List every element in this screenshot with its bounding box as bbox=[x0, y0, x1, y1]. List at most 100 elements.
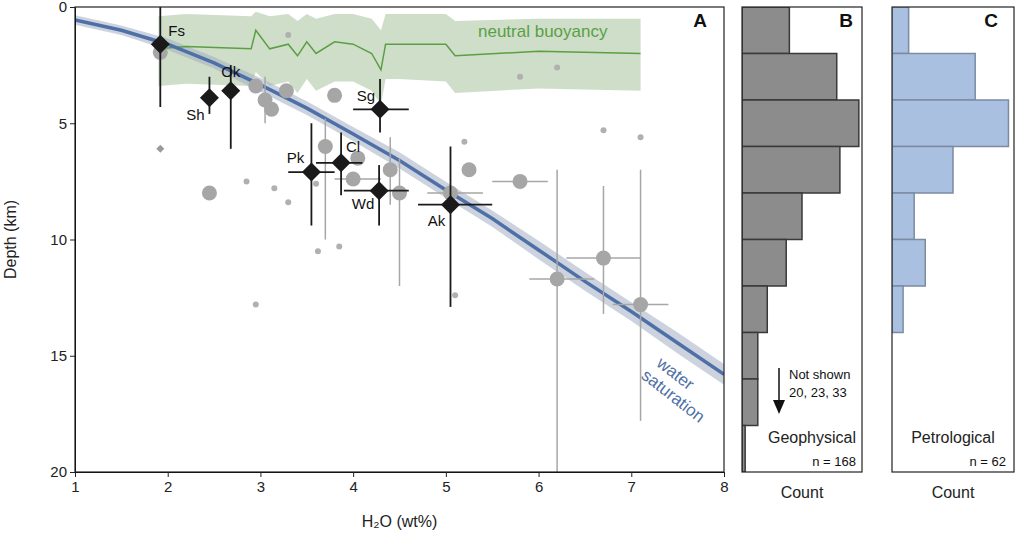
arrow-head bbox=[773, 400, 785, 414]
x-tick: 1 bbox=[71, 472, 79, 495]
point-labels: FsShOkSgPkClWdAk bbox=[168, 22, 445, 228]
y-tick-label: 5 bbox=[59, 115, 67, 132]
plot-area bbox=[75, 7, 724, 472]
point bbox=[462, 162, 477, 177]
line bbox=[75, 20, 724, 374]
annotation: Not shown bbox=[789, 367, 850, 382]
y-axis: 0 5 10 15 20 bbox=[50, 0, 75, 480]
point bbox=[550, 272, 565, 287]
chart-svg: FsShOkSgPkClWdAkneutral buoyancywatersat… bbox=[0, 0, 1024, 537]
bar bbox=[892, 240, 925, 287]
point bbox=[633, 297, 648, 312]
bar bbox=[892, 286, 903, 333]
bar bbox=[742, 54, 837, 101]
point bbox=[264, 102, 279, 117]
y-tick-mark bbox=[70, 7, 75, 8]
point bbox=[285, 32, 291, 38]
point-label: Pk bbox=[287, 149, 305, 166]
x-tick-label: 6 bbox=[535, 478, 543, 495]
point bbox=[554, 64, 560, 70]
point bbox=[332, 153, 351, 172]
error-bars bbox=[265, 77, 668, 472]
y-tick-mark bbox=[70, 240, 75, 241]
point bbox=[221, 81, 240, 100]
x-tick: 4 bbox=[349, 472, 357, 495]
x-tick-mark bbox=[446, 472, 447, 477]
x-axis-line bbox=[76, 473, 725, 478]
error-bar-y bbox=[603, 186, 605, 314]
bar bbox=[742, 286, 767, 333]
annotation: 20, 23, 33 bbox=[789, 385, 847, 400]
point bbox=[315, 248, 321, 254]
point bbox=[318, 139, 333, 154]
x-tick-mark bbox=[631, 472, 632, 477]
point bbox=[200, 88, 219, 107]
point bbox=[513, 174, 528, 189]
x-tick-mark bbox=[260, 472, 261, 477]
y-tick: 0 bbox=[59, 0, 75, 15]
x-axis: 12345678 bbox=[71, 472, 728, 495]
bar bbox=[742, 100, 859, 147]
point-label: Sh bbox=[186, 106, 204, 123]
point bbox=[452, 292, 458, 298]
point bbox=[392, 186, 407, 201]
error-bar-y bbox=[556, 170, 558, 472]
bar bbox=[742, 7, 789, 54]
series-label: neutral buoyancy bbox=[478, 22, 608, 41]
point bbox=[253, 302, 259, 308]
panel-a: FsShOkSgPkClWdAkneutral buoyancywatersat… bbox=[2, 0, 729, 530]
x-tick: 3 bbox=[257, 472, 265, 495]
bar bbox=[742, 333, 758, 380]
bar bbox=[892, 147, 953, 194]
points bbox=[151, 35, 460, 214]
x-tick: 2 bbox=[164, 472, 172, 495]
x-tick-mark bbox=[724, 472, 725, 477]
x-tick-label: 4 bbox=[349, 478, 357, 495]
x-axis-title: H₂O (wt%) bbox=[362, 513, 438, 530]
point bbox=[327, 88, 342, 103]
series-label-line: saturation bbox=[638, 366, 709, 427]
point bbox=[596, 251, 611, 266]
x-tick-label: 1 bbox=[71, 478, 79, 495]
y-axis-title: Depth (km) bbox=[2, 200, 19, 279]
point-label: Sg bbox=[357, 87, 375, 104]
point bbox=[285, 199, 291, 205]
points bbox=[153, 45, 648, 312]
y-tick: 10 bbox=[50, 231, 75, 248]
error-bar-y bbox=[640, 170, 642, 421]
plot-frame bbox=[742, 7, 862, 472]
panel-letter: C bbox=[984, 10, 998, 31]
y-tick-label: 15 bbox=[50, 347, 67, 364]
point bbox=[517, 74, 523, 80]
point bbox=[638, 134, 644, 140]
points bbox=[244, 32, 644, 308]
y-tick-label: 20 bbox=[50, 463, 67, 480]
title: Petrological bbox=[911, 429, 995, 446]
point-label: Ak bbox=[428, 212, 446, 229]
y-tick: 15 bbox=[50, 347, 75, 364]
panel-letter: A bbox=[693, 10, 707, 31]
y-tick-mark bbox=[70, 123, 75, 124]
x-tick: 8 bbox=[720, 472, 728, 495]
plot-frame bbox=[75, 7, 724, 472]
error-bar-y bbox=[159, 7, 161, 107]
error-bar-y bbox=[450, 147, 452, 307]
point bbox=[313, 181, 319, 187]
y-tick-mark bbox=[70, 472, 75, 473]
panel-histogram: GeophysicalCountBNot shown20, 23, 33n = … bbox=[742, 7, 862, 501]
x-tick: 6 bbox=[535, 472, 543, 495]
point bbox=[336, 243, 342, 249]
band bbox=[75, 15, 724, 384]
x-tick-label: 7 bbox=[628, 478, 636, 495]
panel-histogram: PetrologicalCountCn = 62 bbox=[892, 7, 1014, 501]
bars bbox=[892, 7, 1008, 333]
point bbox=[248, 79, 263, 94]
bar bbox=[892, 100, 1008, 147]
y-tick-label: 0 bbox=[59, 0, 67, 15]
figure: FsShOkSgPkClWdAkneutral buoyancywatersat… bbox=[0, 0, 1024, 537]
error-bars bbox=[160, 7, 492, 307]
bar bbox=[742, 379, 758, 426]
bar bbox=[892, 54, 975, 101]
x-tick-mark bbox=[353, 472, 354, 477]
x-tick: 7 bbox=[628, 472, 636, 495]
